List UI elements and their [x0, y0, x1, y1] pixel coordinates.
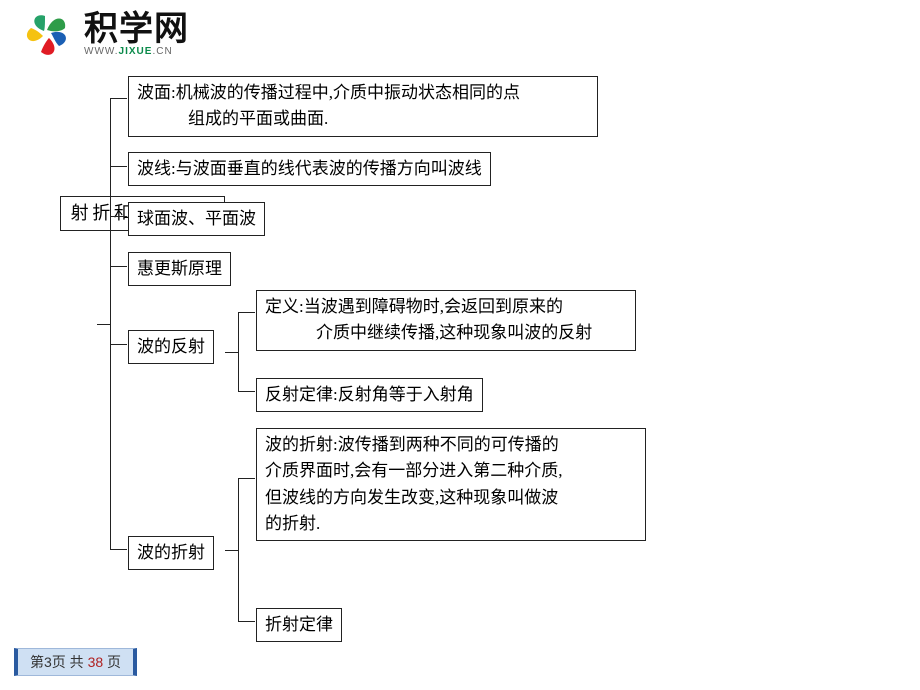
bracket-reflection [238, 312, 239, 392]
node-refraction-def: 波的折射:波传播到两种不同的可传播的 介质界面时,会有一部分进入第二种介质, 但… [256, 428, 646, 541]
logo-text-group: 积学网 WWW.JIXUE.CN [84, 12, 189, 57]
node-huygens: 惠更斯原理 [128, 252, 231, 286]
node-refraction-def-l1: 波的折射:波传播到两种不同的可传播的 [265, 435, 559, 454]
bracket-root [110, 98, 111, 550]
logo-url-highlight: JIXUE [119, 46, 153, 57]
node-reflection-law: 反射定律:反射角等于入射角 [256, 378, 483, 412]
bracket-refraction [238, 478, 239, 622]
pinwheel-icon [18, 8, 76, 60]
logo-url: WWW.JIXUE.CN [84, 46, 189, 57]
node-reflection-def: 定义:当波遇到障碍物时,会返回到原来的 介质中继续传播,这种现象叫波的反射 [256, 290, 636, 351]
node-refraction-def-l2: 介质界面时,会有一部分进入第二种介质, [265, 461, 563, 480]
node-waveline: 波线:与波面垂直的线代表波的传播方向叫波线 [128, 152, 491, 186]
node-reflection-def-l2: 介质中继续传播,这种现象叫波的反射 [265, 323, 592, 342]
logo-text: 积学网 [84, 12, 189, 46]
pager-prefix: 第 [30, 654, 44, 670]
node-refraction-law: 折射定律 [256, 608, 342, 642]
pager-suffix: 页 [103, 654, 121, 670]
pager-mid: 页 共 [52, 654, 88, 670]
logo-url-suffix: .CN [152, 46, 172, 57]
page-indicator: 第3页 共 38 页 [14, 648, 137, 676]
node-reflection: 波的反射 [128, 330, 214, 364]
node-refraction: 波的折射 [128, 536, 214, 570]
pager-current: 3 [44, 654, 52, 670]
node-refraction-def-l3: 但波线的方向发生改变,这种现象叫做波 [265, 488, 558, 507]
logo: 积学网 WWW.JIXUE.CN [18, 8, 189, 60]
node-refraction-def-l4: 的折射. [265, 514, 320, 533]
node-reflection-def-l1: 定义:当波遇到障碍物时,会返回到原来的 [265, 297, 563, 316]
logo-url-prefix: WWW. [84, 46, 119, 57]
node-wavefront-l1: 波面:机械波的传播过程中,介质中振动状态相同的点 [137, 83, 520, 102]
pager-total: 38 [88, 654, 104, 670]
node-wavefront-l2: 组成的平面或曲面. [137, 109, 328, 128]
node-wavefront: 波面:机械波的传播过程中,介质中振动状态相同的点 组成的平面或曲面. [128, 76, 598, 137]
node-wave-types: 球面波、平面波 [128, 202, 265, 236]
